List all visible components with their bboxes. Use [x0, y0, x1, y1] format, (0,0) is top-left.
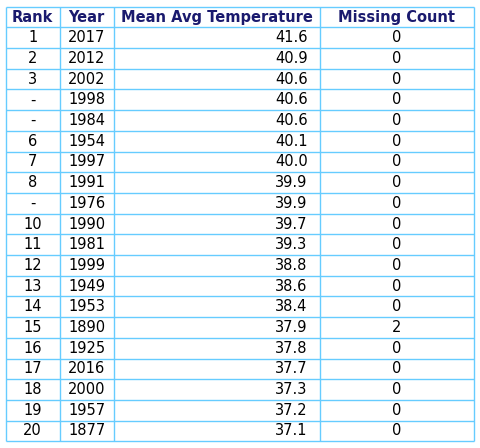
Text: 39.9: 39.9 — [275, 175, 308, 190]
Text: 0: 0 — [392, 237, 402, 252]
Text: 38.4: 38.4 — [275, 299, 308, 314]
Text: 1981: 1981 — [68, 237, 105, 252]
Text: 1990: 1990 — [68, 216, 105, 232]
Text: 2: 2 — [392, 320, 402, 335]
Text: 14: 14 — [24, 299, 42, 314]
Text: 0: 0 — [392, 51, 402, 66]
Text: 39.3: 39.3 — [276, 237, 308, 252]
Text: 1984: 1984 — [68, 113, 105, 128]
Text: 2: 2 — [28, 51, 37, 66]
Text: Missing Count: Missing Count — [338, 9, 456, 25]
Text: 37.8: 37.8 — [275, 340, 308, 356]
Text: 13: 13 — [24, 279, 42, 293]
Text: -: - — [30, 92, 36, 108]
Text: 40.1: 40.1 — [275, 134, 308, 149]
Text: -: - — [30, 196, 36, 211]
Text: 6: 6 — [28, 134, 37, 149]
Text: 37.7: 37.7 — [275, 362, 308, 376]
Text: 20: 20 — [24, 423, 42, 439]
Text: 1998: 1998 — [68, 92, 105, 108]
Text: 1976: 1976 — [68, 196, 105, 211]
Text: -: - — [30, 113, 36, 128]
Text: 1953: 1953 — [68, 299, 105, 314]
Text: 1925: 1925 — [68, 340, 105, 356]
Text: 0: 0 — [392, 196, 402, 211]
Text: 7: 7 — [28, 155, 37, 169]
Text: 1949: 1949 — [68, 279, 105, 293]
Text: 37.1: 37.1 — [275, 423, 308, 439]
Text: 0: 0 — [392, 175, 402, 190]
Text: 19: 19 — [24, 403, 42, 418]
Text: 38.6: 38.6 — [275, 279, 308, 293]
Text: 2016: 2016 — [68, 362, 105, 376]
Text: 0: 0 — [392, 258, 402, 273]
Text: 0: 0 — [392, 113, 402, 128]
Text: 37.9: 37.9 — [275, 320, 308, 335]
Text: 40.6: 40.6 — [275, 92, 308, 108]
Text: 0: 0 — [392, 92, 402, 108]
Text: 17: 17 — [24, 362, 42, 376]
Text: 0: 0 — [392, 30, 402, 45]
Text: 0: 0 — [392, 362, 402, 376]
Text: 38.8: 38.8 — [275, 258, 308, 273]
Text: Rank: Rank — [12, 9, 53, 25]
Text: 0: 0 — [392, 72, 402, 86]
Text: 10: 10 — [24, 216, 42, 232]
Text: 0: 0 — [392, 382, 402, 397]
Text: 40.9: 40.9 — [275, 51, 308, 66]
Text: 40.6: 40.6 — [275, 72, 308, 86]
Text: 1999: 1999 — [68, 258, 105, 273]
Text: 0: 0 — [392, 403, 402, 418]
Text: 16: 16 — [24, 340, 42, 356]
Text: 8: 8 — [28, 175, 37, 190]
Text: 12: 12 — [24, 258, 42, 273]
Text: 1997: 1997 — [68, 155, 105, 169]
Text: 0: 0 — [392, 299, 402, 314]
Text: 0: 0 — [392, 423, 402, 439]
Text: 18: 18 — [24, 382, 42, 397]
Text: 2017: 2017 — [68, 30, 105, 45]
Text: 1957: 1957 — [68, 403, 105, 418]
Text: 1877: 1877 — [68, 423, 105, 439]
Text: 2000: 2000 — [68, 382, 105, 397]
Text: 39.7: 39.7 — [275, 216, 308, 232]
Text: 1890: 1890 — [68, 320, 105, 335]
Text: 1954: 1954 — [68, 134, 105, 149]
Text: 0: 0 — [392, 340, 402, 356]
Text: 1: 1 — [28, 30, 37, 45]
Text: 39.9: 39.9 — [275, 196, 308, 211]
Text: 3: 3 — [28, 72, 37, 86]
Text: Mean Avg Temperature: Mean Avg Temperature — [120, 9, 312, 25]
Text: 40.6: 40.6 — [275, 113, 308, 128]
Text: 1991: 1991 — [68, 175, 105, 190]
Text: 2002: 2002 — [68, 72, 105, 86]
Text: 15: 15 — [24, 320, 42, 335]
Text: 41.6: 41.6 — [275, 30, 308, 45]
Text: 2012: 2012 — [68, 51, 105, 66]
Text: 0: 0 — [392, 216, 402, 232]
Text: Year: Year — [69, 9, 105, 25]
Text: 0: 0 — [392, 155, 402, 169]
Text: 11: 11 — [24, 237, 42, 252]
Text: 0: 0 — [392, 279, 402, 293]
Text: 37.3: 37.3 — [275, 382, 308, 397]
Text: 0: 0 — [392, 134, 402, 149]
Text: 37.2: 37.2 — [275, 403, 308, 418]
Text: 40.0: 40.0 — [275, 155, 308, 169]
